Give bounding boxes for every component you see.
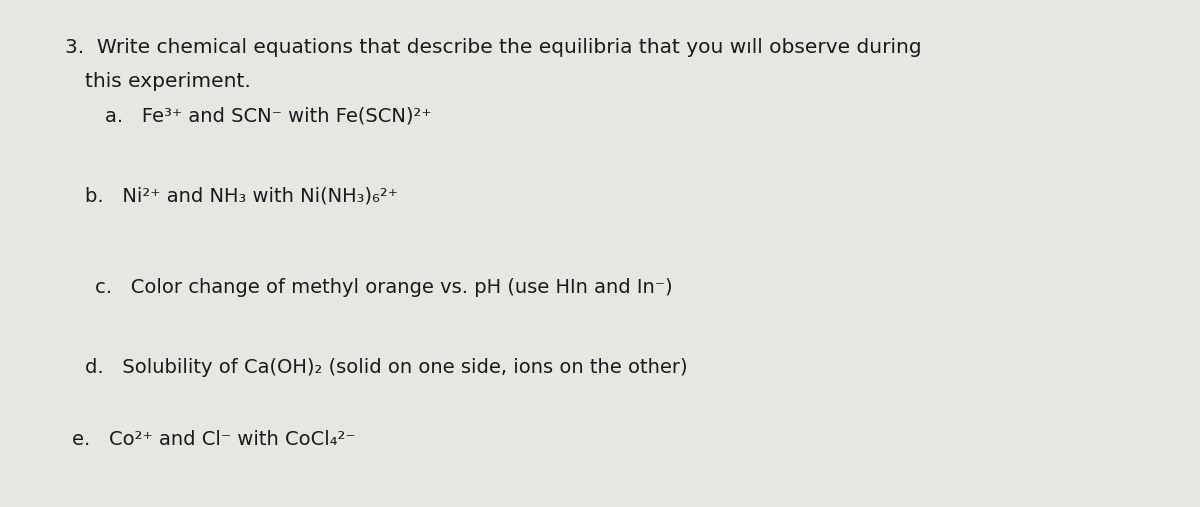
Text: b.   Ni²⁺ and NH₃ with Ni(NH₃)₆²⁺: b. Ni²⁺ and NH₃ with Ni(NH₃)₆²⁺ [85, 186, 398, 205]
Text: d.   Solubility of Ca(OH)₂ (solid on one side, ions on the other): d. Solubility of Ca(OH)₂ (solid on one s… [85, 358, 688, 377]
Text: c.   Color change of methyl orange vs. pH (use HIn and In⁻): c. Color change of methyl orange vs. pH … [95, 278, 673, 297]
Text: e.   Co²⁺ and Cl⁻ with CoCl₄²⁻: e. Co²⁺ and Cl⁻ with CoCl₄²⁻ [72, 430, 355, 449]
Text: a.   Fe³⁺ and SCN⁻ with Fe(SCN)²⁺: a. Fe³⁺ and SCN⁻ with Fe(SCN)²⁺ [106, 106, 432, 125]
Text: 3.  Write chemical equations that describe the equilibria that you wıll observe : 3. Write chemical equations that describ… [65, 38, 922, 57]
Text: this experiment.: this experiment. [85, 72, 251, 91]
